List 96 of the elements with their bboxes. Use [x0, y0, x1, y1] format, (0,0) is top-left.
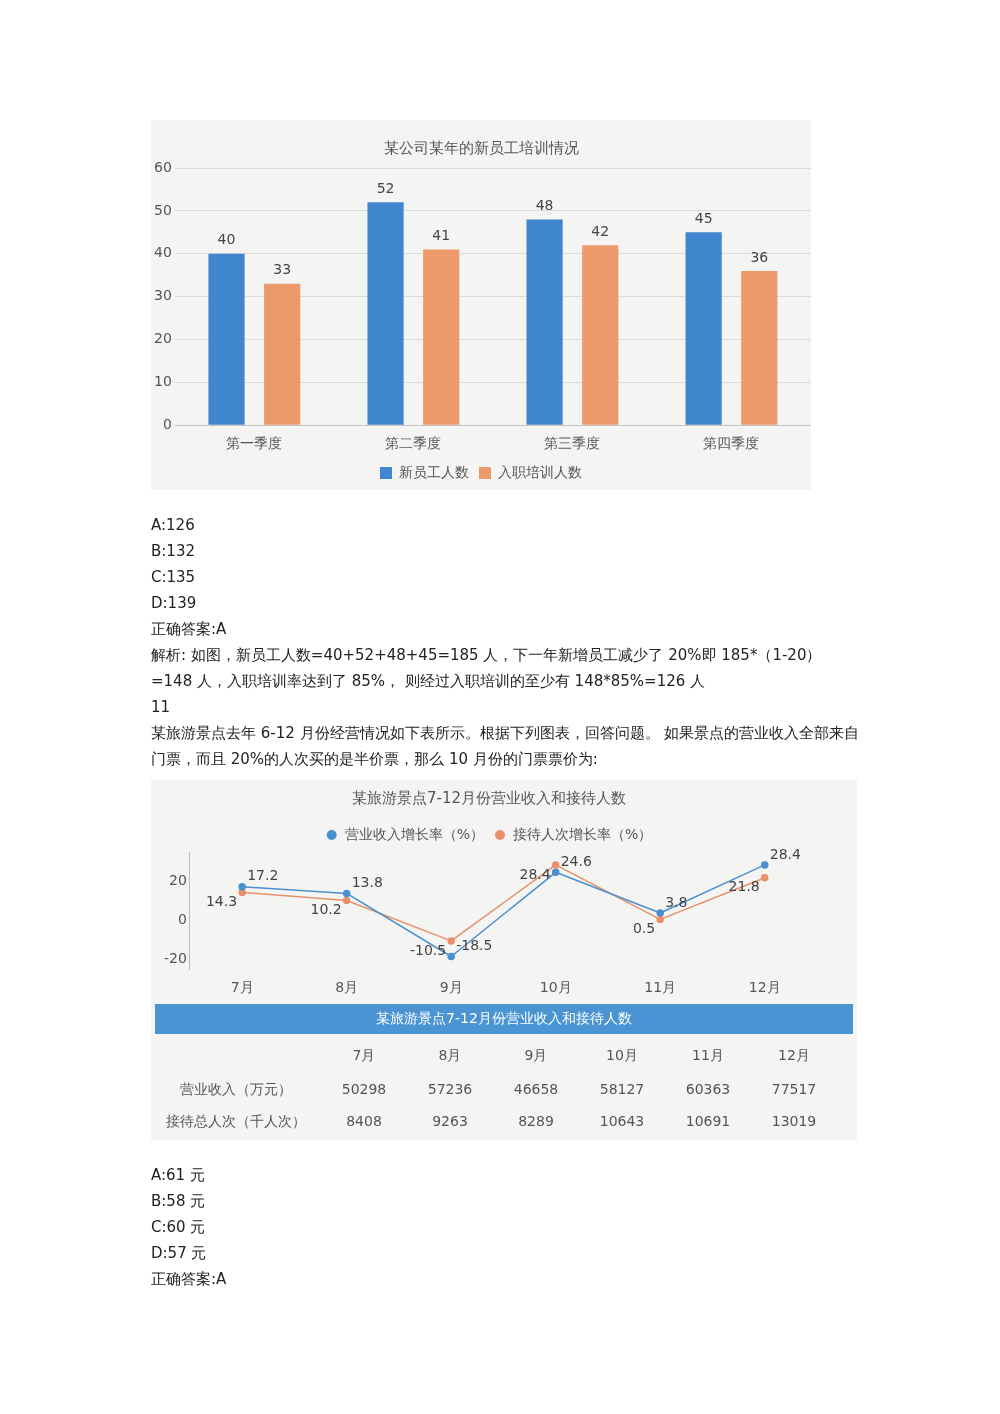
- bar: [367, 202, 404, 425]
- y-tick-label: 40: [153, 244, 172, 261]
- data-label: 36: [750, 248, 769, 265]
- x-tick-label: 10月: [606, 1046, 638, 1063]
- text: C:60 元: [151, 1217, 207, 1238]
- y-tick-label: 60: [153, 158, 172, 175]
- data-label: -10.5: [409, 941, 447, 958]
- text: 某旅游景点去年 6-12 月份经营情况如下表所示。根据下列图表，回答问题。 如果景点的营业收入全部来自门票，而且 20%的人次买的是半价票，那么 10 月份的门票票价为:: [151, 723, 861, 770]
- point: [447, 937, 455, 945]
- data-label: 14.3: [205, 893, 238, 910]
- data-label: 48: [535, 197, 554, 214]
- bar: [741, 270, 778, 425]
- text: A:126: [151, 515, 196, 536]
- chart-title: 某旅游景点7-12月份营业收入和接待人数: [376, 1009, 632, 1026]
- data-label: 58127: [599, 1080, 645, 1097]
- data-label: 24.6: [560, 852, 592, 869]
- y-tick-label: 营业收入（万元）: [180, 1080, 292, 1097]
- bar: [582, 245, 619, 425]
- point: [342, 896, 351, 905]
- data-label: 9263: [432, 1112, 468, 1129]
- data-label: 3.8: [665, 893, 688, 910]
- data-label: 60363: [685, 1080, 731, 1097]
- legend-label: 接待人次增长率（%）: [513, 825, 653, 842]
- data-label: 10643: [599, 1112, 645, 1129]
- text: 正确答案:A: [151, 1269, 228, 1290]
- x-tick-label: 9月: [524, 1046, 548, 1063]
- data-label: 46658: [513, 1080, 559, 1097]
- point: [342, 889, 351, 898]
- x-tick-label: 第三季度: [544, 435, 601, 452]
- y-tick-label: 20: [153, 330, 172, 347]
- x-tick-label: 8月: [438, 1046, 462, 1063]
- y-tick-label: 0: [162, 415, 172, 432]
- data-label: 77517: [771, 1080, 817, 1097]
- text: 11: [151, 697, 172, 718]
- data-label: 33: [273, 261, 292, 278]
- data-label: 8289: [518, 1112, 554, 1129]
- x-tick-label: 11月: [644, 979, 677, 996]
- bar: [526, 219, 563, 425]
- text: D:139: [151, 593, 198, 614]
- point: [447, 952, 455, 961]
- bar: [208, 253, 245, 425]
- chart-title: 某公司某年的新员工培训情况: [383, 138, 579, 157]
- x-tick-label: 8月: [335, 979, 359, 996]
- data-label: 17.2: [247, 867, 279, 884]
- y-tick-label: 接待总人次（千人次）: [166, 1112, 306, 1129]
- data-label: 57236: [427, 1080, 473, 1097]
- x-tick-label: 11月: [692, 1046, 724, 1063]
- y-tick-label: 30: [153, 287, 172, 304]
- data-label: 41: [432, 227, 451, 244]
- y-tick-label: -20: [163, 950, 187, 967]
- data-label: 10691: [685, 1112, 731, 1129]
- text: 正确答案:A: [151, 619, 228, 640]
- point: [238, 888, 246, 897]
- data-label: 13.8: [351, 874, 383, 891]
- data-label: 50298: [341, 1080, 387, 1097]
- data-label: 8408: [346, 1112, 382, 1129]
- y-tick-label: 10: [153, 372, 172, 389]
- point: [656, 915, 664, 924]
- x-tick-label: 10月: [539, 979, 572, 996]
- data-label: 10.2: [310, 901, 342, 918]
- text: A:61 元: [151, 1165, 206, 1186]
- bar: [423, 249, 460, 425]
- bar: [685, 232, 722, 425]
- chart-title: 某旅游景点7-12月份营业收入和接待人数: [351, 788, 627, 807]
- x-tick-label: 第二季度: [385, 435, 442, 452]
- point: [760, 861, 769, 869]
- text: B:132: [151, 541, 196, 562]
- x-tick-label: 7月: [230, 979, 254, 996]
- data-label: 28.4: [769, 845, 801, 862]
- y-tick-label: 0: [177, 911, 187, 928]
- point: [760, 874, 769, 882]
- text: D:57 元: [151, 1243, 208, 1264]
- x-tick-label: 9月: [439, 979, 463, 996]
- point: [551, 861, 560, 869]
- y-tick-label: 50: [153, 201, 172, 218]
- x-tick-label: 12月: [778, 1046, 810, 1063]
- data-label: 45: [694, 209, 713, 226]
- data-label: 42: [591, 222, 610, 239]
- legend-label: 入职培训人数: [498, 463, 582, 480]
- data-label: 0.5: [632, 920, 656, 937]
- text: C:135: [151, 567, 197, 588]
- x-tick-label: 7月: [352, 1046, 376, 1063]
- point: [551, 868, 560, 877]
- point: [656, 909, 664, 917]
- text: 解析: 如图，新员工人数=40+52+48+45=185 人，下一年新增员工减少了 20%即 185*（1-20）=148 人，入职培训率达到了 85%， 则经过入职培训的至少有 148*85%=126 人: [151, 645, 823, 692]
- bar: [264, 283, 301, 425]
- x-tick-label: 12月: [748, 979, 781, 996]
- legend-label: 营业收入增长率（%）: [344, 825, 485, 842]
- x-tick-label: 第一季度: [226, 435, 283, 452]
- x-tick-label: 第四季度: [703, 435, 760, 452]
- legend-label: 新员工人数: [399, 463, 469, 480]
- data-label: 52: [376, 179, 395, 196]
- y-tick-label: 20: [169, 871, 187, 888]
- data-label: 13019: [771, 1112, 817, 1129]
- text: B:58 元: [151, 1191, 207, 1212]
- point: [238, 883, 246, 891]
